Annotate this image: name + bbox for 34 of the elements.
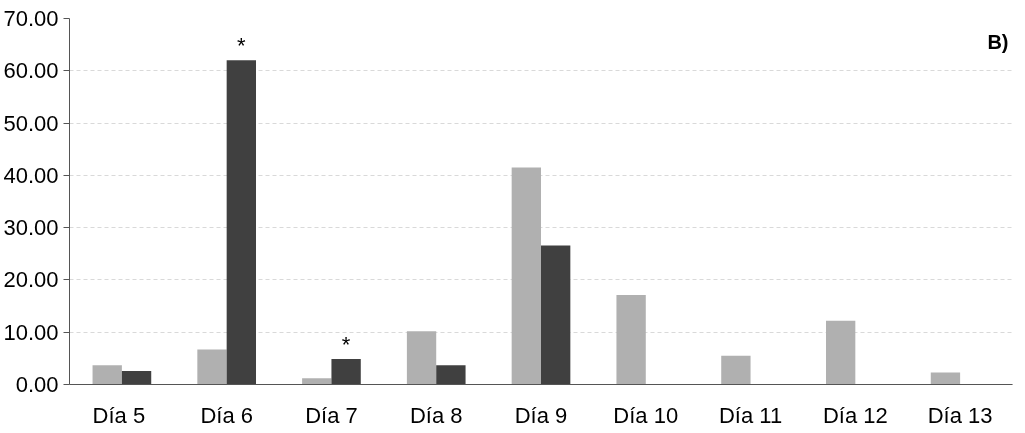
bar [436, 365, 466, 385]
y-tick-label: 20.00 [3, 267, 59, 293]
bar [406, 331, 437, 385]
bar [331, 358, 361, 385]
bar [511, 167, 541, 385]
x-tick-label: Día 7 [305, 402, 358, 428]
x-tick-label: Día 8 [409, 402, 463, 428]
bar [616, 295, 646, 385]
annotation: B) [987, 30, 1009, 53]
bar [121, 370, 152, 385]
bar [541, 245, 571, 385]
y-tick-label: 50.00 [3, 110, 59, 136]
x-tick-label: Día 13 [927, 402, 993, 428]
y-tick-label: 70.00 [3, 6, 59, 31]
x-tick-label: Día 10 [613, 402, 679, 428]
bar [226, 60, 256, 385]
annotation: * [237, 33, 247, 59]
bar [721, 355, 751, 385]
x-tick-label: Día 5 [92, 402, 146, 428]
x-tick-label: Día 12 [822, 402, 888, 428]
annotation: * [341, 331, 351, 357]
bar [92, 365, 122, 385]
x-tick-label: Día 9 [514, 402, 568, 428]
bar [197, 349, 227, 385]
bar [302, 378, 332, 385]
y-tick-label: 10.00 [3, 319, 59, 345]
y-tick-label: 40.00 [3, 162, 59, 188]
bar [826, 320, 856, 385]
y-tick-label: 60.00 [3, 58, 59, 84]
y-tick-label: 30.00 [3, 215, 59, 241]
x-tick-label: Día 6 [200, 402, 253, 428]
bar [930, 372, 961, 385]
y-tick-label: 0.00 [15, 372, 59, 397]
x-tick-label: Día 11 [718, 402, 783, 428]
